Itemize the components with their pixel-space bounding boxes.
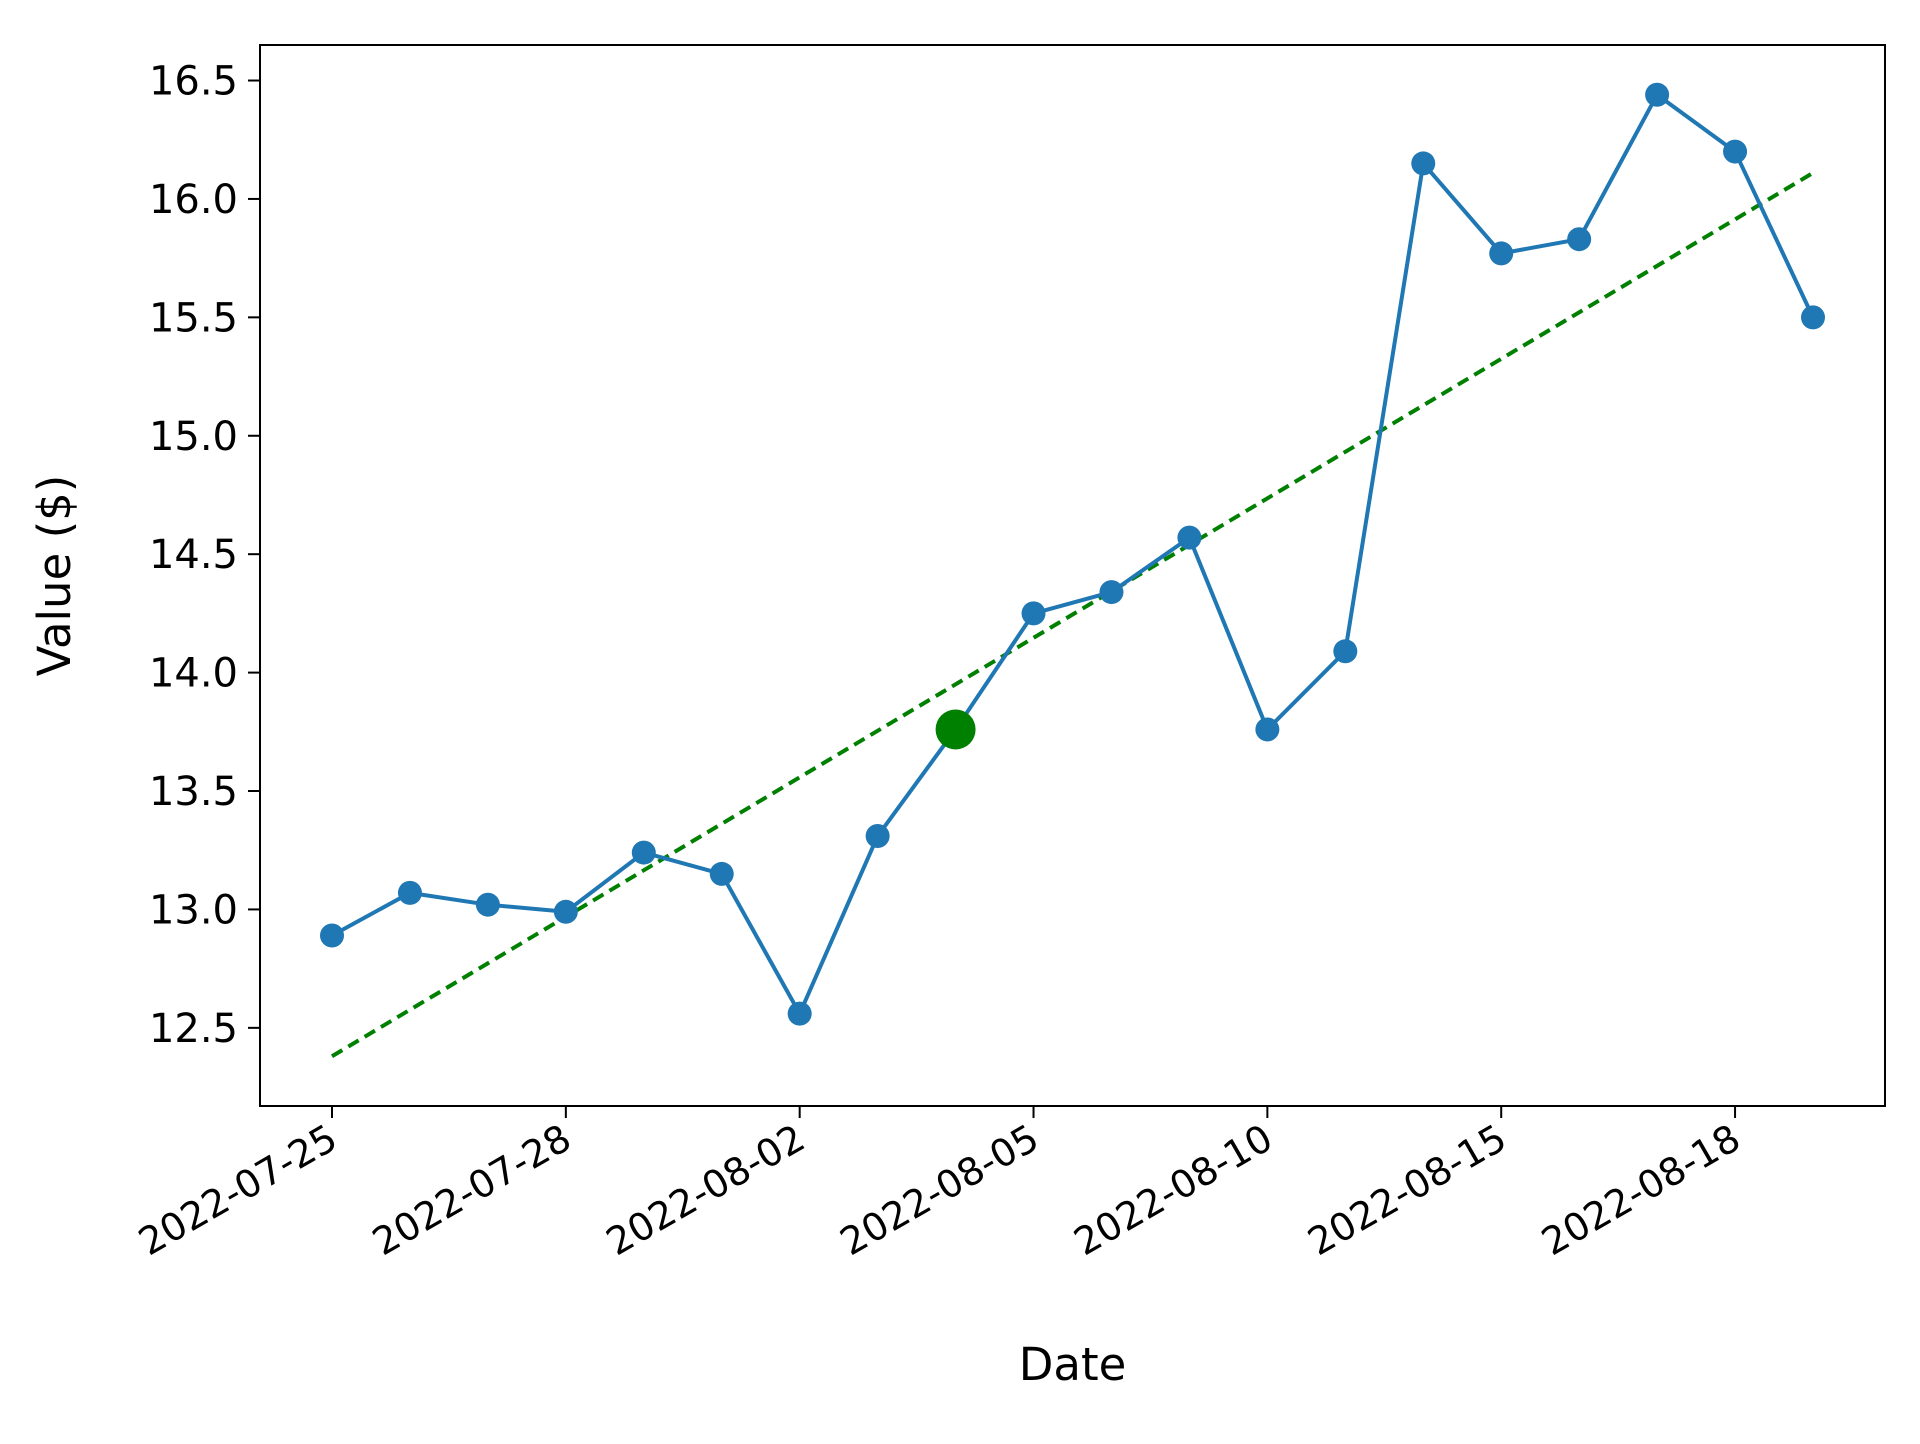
y-tick-label: 13.5: [149, 769, 238, 815]
data-point: [1099, 580, 1124, 605]
data-point: [475, 892, 500, 917]
series-layer: [320, 82, 1825, 1026]
y-tick-label: 15.5: [149, 295, 238, 341]
data-point: [1411, 151, 1436, 176]
y-tick-label: 16.5: [149, 59, 238, 105]
series-line: [331, 92, 1815, 1016]
data-point: [1801, 305, 1825, 330]
data-point: [865, 824, 890, 849]
data-point: [709, 861, 734, 886]
y-tick-label: 15.0: [149, 414, 238, 460]
data-point: [1021, 601, 1046, 626]
trend-line: [330, 171, 1815, 1058]
data-point: [397, 880, 422, 905]
data-point: [1177, 525, 1202, 550]
y-tick-label: 13.0: [149, 887, 238, 933]
highlight-point: [935, 709, 976, 750]
data-point: [787, 1001, 812, 1026]
y-axis: 12.5 13.0 13.5 14.0 14.5 15.0 15.5 16.0 16.5: [149, 59, 260, 1052]
y-tick-label: 14.5: [149, 532, 238, 578]
data-point: [1567, 227, 1592, 252]
plot-frame: [259, 44, 1886, 1107]
data-point: [1489, 241, 1514, 266]
y-axis-label: Value ($): [28, 475, 81, 677]
data-point: [553, 899, 578, 924]
data-point: [1723, 139, 1748, 164]
data-point: [320, 923, 344, 948]
x-axis-label: Date: [1019, 1338, 1127, 1391]
highlight-layer: [935, 709, 976, 750]
data-point: [1645, 82, 1670, 107]
data-point: [1255, 717, 1280, 742]
y-tick-label: 12.5: [149, 1006, 238, 1052]
trend-layer: [330, 171, 1815, 1058]
y-tick-label: 16.0: [149, 177, 238, 223]
data-point: [631, 840, 656, 865]
y-tick-label: 14.0: [149, 651, 238, 697]
data-point: [1333, 639, 1358, 664]
